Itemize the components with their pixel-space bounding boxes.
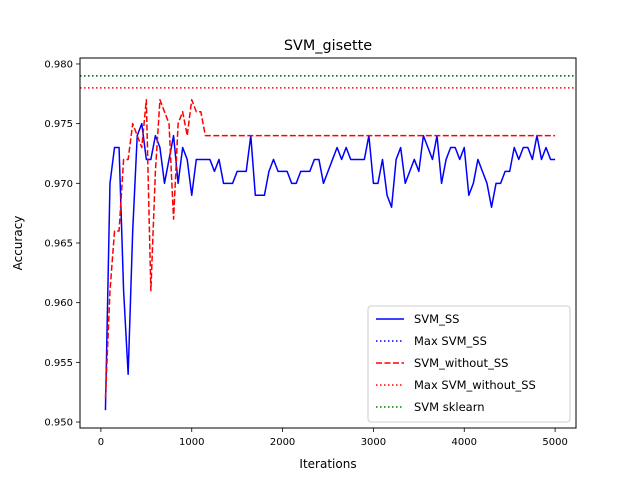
series-layer bbox=[80, 75, 576, 411]
x-tick-label: 4000 bbox=[452, 437, 477, 448]
legend-label: SVM_SS bbox=[414, 312, 459, 326]
legend-label: Max SVM_without_SS bbox=[414, 378, 536, 392]
x-tick-label: 0 bbox=[98, 437, 104, 448]
legend-box bbox=[367, 305, 571, 423]
y-tick-label: 0.975 bbox=[44, 119, 73, 130]
legend-label: SVM_without_SS bbox=[414, 356, 508, 370]
y-tick-label: 0.980 bbox=[44, 59, 73, 70]
legend-label: SVM sklearn bbox=[414, 400, 485, 414]
legend: SVM_SS Max SVM_SS SVM_without_SS Max SVM_wi… bbox=[367, 305, 571, 423]
series-line-svm-without-ss bbox=[104, 99, 556, 399]
y-tick-label: 0.960 bbox=[44, 298, 73, 309]
chart-title: SVM_gisette bbox=[284, 38, 372, 54]
x-tick-label: 3000 bbox=[361, 437, 386, 448]
y-axis-label: Accuracy bbox=[11, 216, 25, 271]
x-tick-label: 1000 bbox=[179, 437, 204, 448]
plot-frame bbox=[79, 57, 577, 429]
x-tick-label: 5000 bbox=[542, 437, 567, 448]
legend-label: Max SVM_SS bbox=[414, 334, 487, 348]
axes-layer: 0 1000 2000 3000 4000 5000 0.950 0.955 0.960 0.96… bbox=[44, 59, 567, 448]
series-line-svm-ss bbox=[104, 122, 556, 411]
y-tick-label: 0.955 bbox=[44, 358, 73, 369]
x-axis-label: Iterations bbox=[299, 457, 356, 471]
x-tick-label: 2000 bbox=[270, 437, 295, 448]
y-tick-label: 0.965 bbox=[44, 239, 73, 250]
y-tick-label: 0.950 bbox=[44, 418, 73, 429]
y-tick-label: 0.970 bbox=[44, 179, 73, 190]
